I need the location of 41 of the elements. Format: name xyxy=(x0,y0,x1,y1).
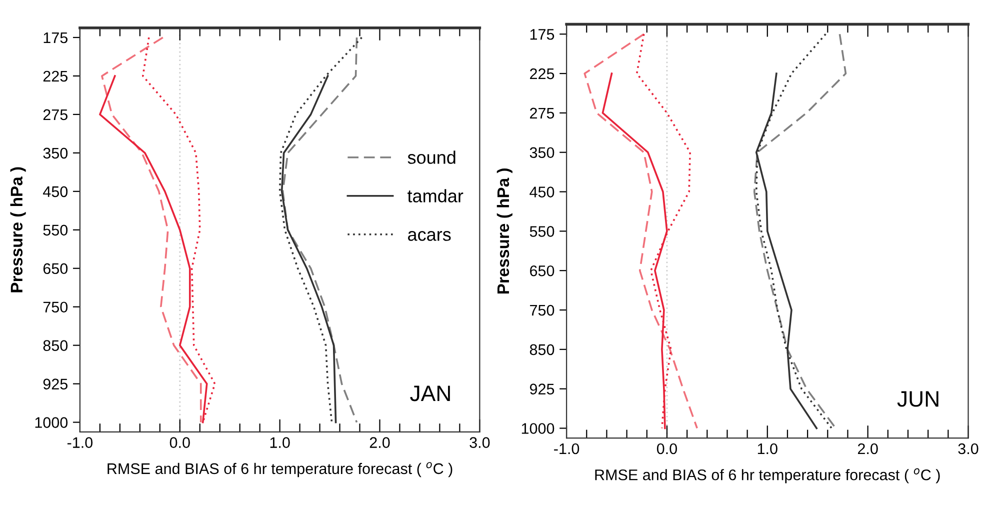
legend-label: tamdar xyxy=(408,189,464,202)
y-tick-label: 175 xyxy=(530,29,554,40)
y-tick-label: 850 xyxy=(530,344,554,356)
legend-label: sound xyxy=(408,150,456,164)
y-tick-label: 350 xyxy=(530,147,554,158)
y-tick-label: 650 xyxy=(43,263,68,274)
y-tick-label: 175 xyxy=(44,32,68,44)
y-tick-label: 925 xyxy=(43,378,68,390)
y-tick-label: 750 xyxy=(43,302,68,313)
y-tick-label: 925 xyxy=(530,384,554,395)
y-tick-label: 550 xyxy=(43,224,68,236)
y-tick-label: 350 xyxy=(43,148,68,159)
x-tick-label: -1.0 xyxy=(554,443,580,454)
x-axis-title: RMSE and BIAS of 6 hr temperature forecast ( $^{o}$C ) xyxy=(595,468,940,484)
x-tick-label: 2.0 xyxy=(370,437,390,448)
x-tick-label: 1.0 xyxy=(270,437,290,448)
x-axis-title: RMSE and BIAS of 6 hr temperature forecast ( $^{o}$C ) xyxy=(108,462,452,478)
x-tick-label: -1.0 xyxy=(67,437,93,448)
x-tick-label: 3.0 xyxy=(958,443,978,454)
y-tick-label: 450 xyxy=(530,186,554,198)
x-tick-label: 3.0 xyxy=(470,437,490,448)
x-tick-label: 0.0 xyxy=(170,437,190,448)
y-tick-label: 550 xyxy=(530,226,554,237)
y-tick-label: 275 xyxy=(530,108,554,119)
y-tick-label: 1000 xyxy=(35,417,68,428)
annotation: JAN xyxy=(410,386,450,402)
y-tick-label: 650 xyxy=(530,265,554,276)
x-tick-label: 1.0 xyxy=(758,443,778,454)
x-tick-label: 2.0 xyxy=(858,443,878,454)
y-axis-title: Pressure ( hPa ) xyxy=(10,167,26,292)
y-tick-label: 750 xyxy=(530,304,554,316)
y-tick-label: 1000 xyxy=(522,423,554,434)
x-tick-label: 0.0 xyxy=(656,443,677,454)
y-tick-label: 850 xyxy=(43,340,68,351)
y-tick-label: 225 xyxy=(530,68,554,80)
legend-label: acars xyxy=(408,231,451,241)
y-tick-label: 275 xyxy=(43,109,68,120)
annotation: JUN xyxy=(897,391,938,407)
y-axis-title: Pressure ( hPa ) xyxy=(496,168,512,294)
y-tick-label: 225 xyxy=(43,70,68,82)
y-tick-label: 450 xyxy=(43,186,68,198)
